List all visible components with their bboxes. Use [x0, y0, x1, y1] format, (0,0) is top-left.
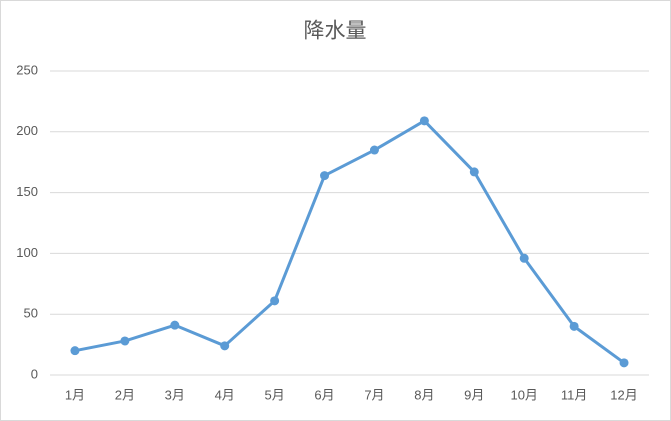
- data-point: [170, 320, 180, 330]
- data-point: [320, 171, 330, 181]
- x-tick-label: 7月: [364, 387, 384, 402]
- x-tick-label: 11月: [561, 387, 588, 402]
- x-tick-label: 6月: [314, 387, 334, 402]
- data-point: [220, 341, 230, 351]
- x-tick-label: 5月: [265, 387, 285, 402]
- y-tick-label: 100: [16, 245, 38, 260]
- data-point: [519, 253, 529, 263]
- data-point: [120, 336, 130, 346]
- chart-title: 降水量: [304, 20, 367, 43]
- x-tick-label: 12月: [610, 387, 637, 402]
- y-tick-label: 200: [16, 123, 38, 138]
- line-series: [74, 119, 625, 365]
- y-tick-label: 250: [16, 62, 38, 77]
- data-point: [70, 346, 80, 356]
- x-tick-label: 3月: [165, 387, 185, 402]
- x-tick-label: 10月: [510, 387, 537, 402]
- data-point: [369, 145, 379, 155]
- data-point: [419, 116, 429, 126]
- y-tick-label: 0: [31, 366, 38, 381]
- data-point: [270, 296, 280, 306]
- x-tick-label: 4月: [215, 387, 235, 402]
- x-tick-label: 9月: [464, 387, 484, 402]
- x-tick-label: 2月: [115, 387, 135, 402]
- x-tick-label: 1月: [65, 387, 85, 402]
- x-tick-label: 8月: [414, 387, 434, 402]
- y-tick-label: 150: [16, 184, 38, 199]
- y-tick-label: 50: [24, 306, 38, 321]
- data-point: [619, 358, 629, 368]
- data-point: [469, 167, 479, 177]
- data-point: [569, 321, 579, 331]
